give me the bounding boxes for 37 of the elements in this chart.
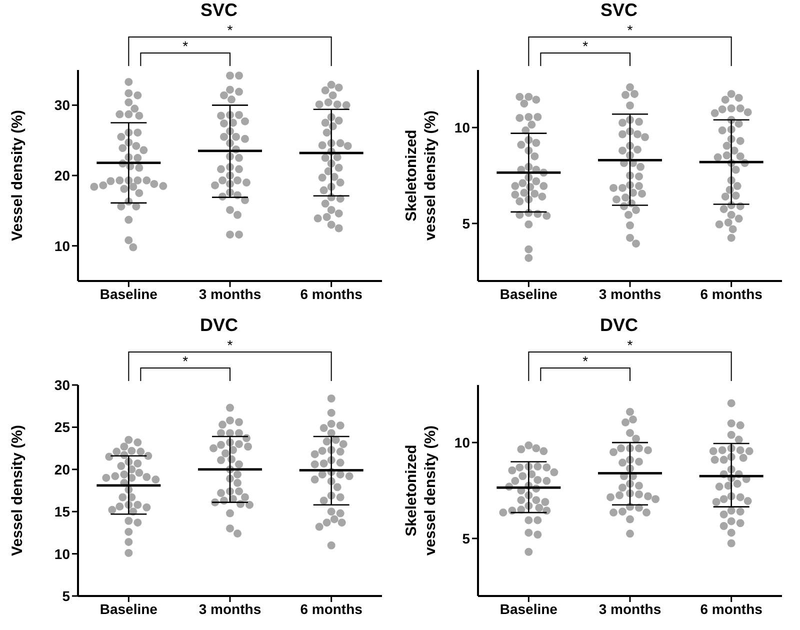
x-tick-label: 6 months — [700, 286, 763, 302]
significance-bracket: * — [140, 353, 230, 382]
y-tick-label: 30 — [54, 376, 70, 393]
y-axis-title: Vessel density (%) — [9, 110, 26, 241]
y-tick-label: 10 — [454, 434, 470, 451]
y-tick-label: 20 — [54, 461, 70, 478]
y-tick-label: 10 — [454, 120, 470, 136]
significance-bracket: * — [540, 38, 630, 66]
y-tick-label: 15 — [54, 504, 70, 520]
y-tick-label: 5 — [462, 215, 470, 232]
chart-title: SVC — [600, 0, 638, 20]
chart-title: SVC — [200, 0, 238, 20]
x-tick-label: Baseline — [500, 600, 558, 617]
y-tick-label: 5 — [62, 588, 70, 604]
x-tick-label: 3 months — [198, 286, 262, 302]
x-tick-label: Baseline — [100, 286, 158, 302]
significance-bracket: * — [140, 38, 230, 66]
significance-bracket: * — [540, 353, 630, 382]
y-tick-label: 20 — [54, 167, 70, 184]
x-tick-label: Baseline — [100, 600, 158, 617]
x-tick-label: 6 months — [300, 286, 363, 302]
chart-title: DVC — [600, 315, 638, 335]
y-tick-label: 25 — [54, 419, 70, 436]
x-tick-label: 3 months — [198, 600, 262, 617]
x-tick-label: 3 months — [598, 286, 662, 302]
y-axis-title: Skeletonized vessel density (%) — [403, 425, 439, 556]
y-axis-title: Vessel density (%) — [9, 425, 26, 556]
chart-title: DVC — [200, 315, 238, 335]
y-tick-label: 5 — [462, 530, 470, 546]
y-axis-title: Skeletonized vessel density (%) — [403, 110, 439, 241]
x-tick-label: 3 months — [598, 600, 662, 617]
x-tick-label: Baseline — [500, 286, 558, 302]
y-tick-label: 10 — [54, 546, 70, 562]
x-tick-label: 6 months — [700, 600, 763, 617]
x-tick-label: 6 months — [300, 600, 363, 617]
y-tick-label: 30 — [54, 97, 70, 114]
y-tick-label: 10 — [54, 238, 70, 254]
